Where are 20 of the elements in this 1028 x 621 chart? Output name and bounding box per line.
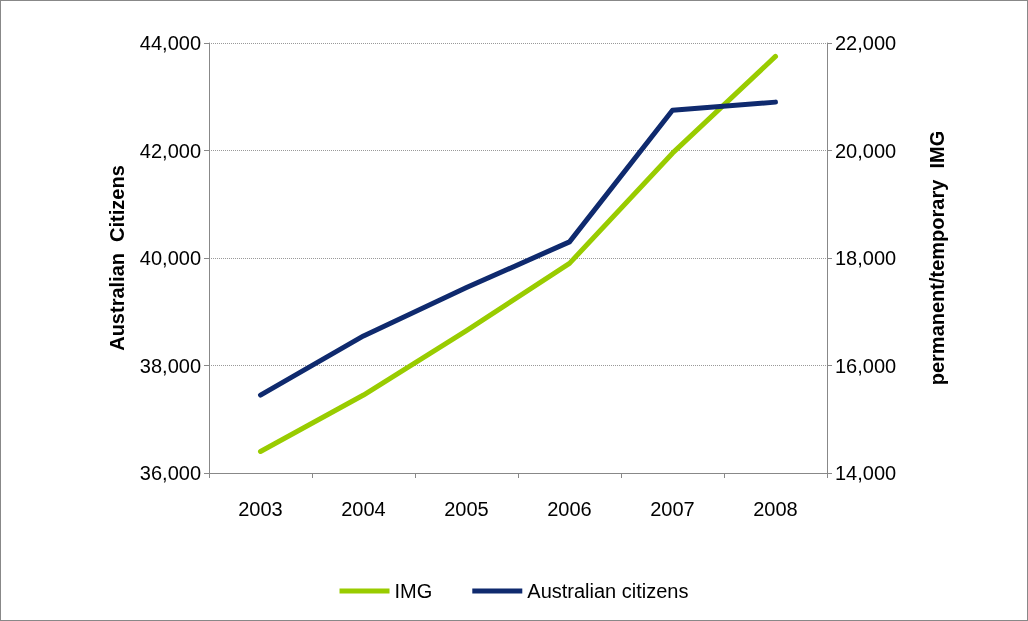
y2-axis-title: permanent/temporary IMG [926,130,948,386]
x-tick-label: 2006 [547,498,592,520]
x-tick-label: 2004 [341,498,386,520]
y-tick-label: 36,000 [139,462,201,484]
y-tick-label: 42,000 [139,139,201,162]
x-tick-label: 2003 [238,498,283,520]
y-tick-label: 40,000 [139,247,201,269]
y2-tick-label: 14,000 [835,462,897,484]
legend-label: Australian citizens [527,580,689,602]
y2-tick-label: 22,000 [835,32,897,54]
y2-tick-label: 20,000 [835,139,897,162]
y-axis-title: Australian Citizens [106,165,128,351]
y2-tick-label: 18,000 [835,247,897,269]
y2-tick-label: 16,000 [835,354,897,377]
x-tick-label: 2008 [753,498,798,520]
y-tick-label: 44,000 [139,32,201,54]
legend-label: IMG [394,580,433,602]
y-tick-label: 38,000 [139,354,201,377]
x-tick-label: 2007 [650,498,695,520]
x-tick-label: 2005 [444,498,489,520]
